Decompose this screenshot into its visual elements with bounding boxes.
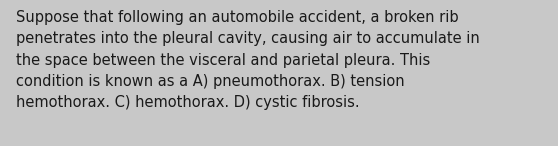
Text: Suppose that following an automobile accident, a broken rib
penetrates into the : Suppose that following an automobile acc… [16,10,479,110]
